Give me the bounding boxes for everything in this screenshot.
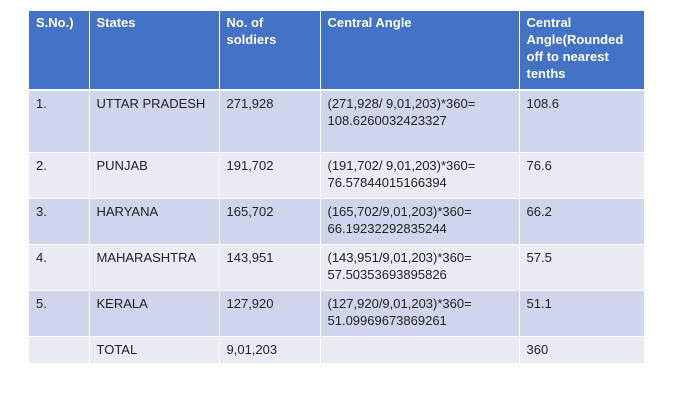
cell-central-angle: (127,920/9,01,203)*360= 51.0996967386926… (320, 290, 520, 337)
cell-central-angle: (191,702/ 9,01,203)*360= 76.578440151663… (320, 152, 520, 199)
cell-total-label: TOTAL (89, 336, 220, 364)
cell-rounded-angle: 76.6 (519, 152, 644, 199)
header-rounded-angle: Central Angle(Rounded off to nearest ten… (519, 11, 644, 91)
table-row: 3. HARYANA 165,702 (165,702/9,01,203)*36… (29, 198, 644, 245)
cell-state: HARYANA (89, 198, 220, 245)
cell-soldiers: 143,951 (219, 244, 321, 291)
cell-sno: 4. (29, 244, 90, 291)
table-row: 4. MAHARASHTRA 143,951 (143,951/9,01,203… (29, 244, 644, 291)
cell-central-angle: (271,928/ 9,01,203)*360= 108.62600324233… (320, 90, 520, 153)
cell-sno: 5. (29, 290, 90, 337)
table-row: 5. KERALA 127,920 (127,920/9,01,203)*360… (29, 290, 644, 337)
cell-central-angle: (143,951/9,01,203)*360= 57.5035369389582… (320, 244, 520, 291)
cell-soldiers: 191,702 (219, 152, 321, 199)
soldiers-central-angle-table: S.No.) States No. of soldiers Central An… (29, 11, 644, 364)
cell-central-angle (320, 336, 520, 364)
soldiers-table-container: S.No.) States No. of soldiers Central An… (29, 11, 644, 364)
cell-rounded-angle: 66.2 (519, 198, 644, 245)
cell-soldiers: 271,928 (219, 90, 321, 153)
header-soldiers: No. of soldiers (219, 11, 321, 91)
cell-rounded-angle: 57.5 (519, 244, 644, 291)
table-row: 1. UTTAR PRADESH 271,928 (271,928/ 9,01,… (29, 90, 644, 153)
cell-total-rounded-angle: 360 (519, 336, 644, 364)
cell-state: UTTAR PRADESH (89, 90, 220, 153)
header-central-angle: Central Angle (320, 11, 520, 91)
cell-central-angle: (165,702/9,01,203)*360= 66.1923229283524… (320, 198, 520, 245)
cell-state: KERALA (89, 290, 220, 337)
cell-sno: 1. (29, 90, 90, 153)
table-row: 2. PUNJAB 191,702 (191,702/ 9,01,203)*36… (29, 152, 644, 199)
header-row: S.No.) States No. of soldiers Central An… (29, 11, 644, 91)
cell-soldiers: 127,920 (219, 290, 321, 337)
cell-rounded-angle: 51.1 (519, 290, 644, 337)
cell-total-soldiers: 9,01,203 (219, 336, 321, 364)
cell-state: MAHARASHTRA (89, 244, 220, 291)
cell-sno: 2. (29, 152, 90, 199)
cell-rounded-angle: 108.6 (519, 90, 644, 153)
cell-state: PUNJAB (89, 152, 220, 199)
total-row: TOTAL 9,01,203 360 (29, 336, 644, 364)
cell-sno: 3. (29, 198, 90, 245)
header-sno: S.No.) (29, 11, 90, 91)
cell-soldiers: 165,702 (219, 198, 321, 245)
header-states: States (89, 11, 220, 91)
cell-sno (29, 336, 90, 364)
